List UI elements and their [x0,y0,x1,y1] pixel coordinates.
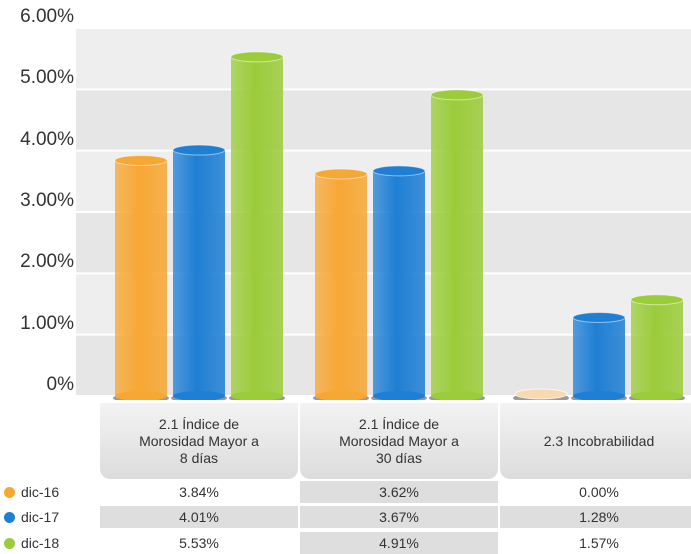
category-text: 2.1 Índice de Morosidad Mayor a 8 días [139,415,259,466]
category-text: 2.3 Incobrabilidad [543,432,655,449]
data-cell: 3.62% [300,481,498,503]
y-tick-label: 3.00% [20,190,74,211]
category-text: 2.1 Índice de Morosidad Mayor a 30 días [339,415,459,466]
legend-label: dic-18 [21,535,60,551]
y-tick-label: 1.00% [20,312,74,334]
legend-dot-icon [4,486,15,498]
legend-item: dic-17 [4,506,94,528]
table-row: dic-18 5.53% 4.91% 1.57% [0,532,691,554]
data-cell: 3.84% [179,484,219,500]
bar-dic-16-2 [313,168,369,400]
table-row: dic-17 4.01% 3.67% 1.28% [0,506,691,528]
data-cell: 3.67% [300,506,498,528]
data-cell: 4.01% [100,506,298,528]
bar-dic-16-3 [513,388,569,400]
legend-item: dic-16 [4,481,94,503]
bar-dic-18-2 [429,89,485,400]
legend-dot-icon [4,537,15,549]
data-cell: 4.91% [300,532,498,554]
bar-dic-17-3 [571,311,627,400]
bar-dic-17-2 [371,165,427,400]
data-cell: 1.28% [500,506,691,528]
data-cell: 1.57% [579,535,619,551]
legend-dot-icon [4,511,15,523]
y-tick-label: 4.00% [20,128,74,150]
legend-label: dic-16 [21,484,60,500]
category-label-2: 2.1 Índice de Morosidad Mayor a 30 días [300,403,498,479]
category-label-1: 2.1 Índice de Morosidad Mayor a 8 días [100,403,298,479]
background-band [76,28,691,90]
y-tick-label: 5.00% [20,67,74,89]
bar-dic-16-1 [113,154,169,400]
data-cell: 0.00% [579,484,619,500]
legend-label: dic-17 [21,509,60,525]
bar-dic-17-1 [171,144,227,400]
plot-area [76,27,691,400]
table-row: dic-16 3.84% 3.62% 0.00% [0,481,691,503]
background-band [76,89,691,151]
bar-dic-18-1 [229,51,285,400]
y-tick-label: 2.00% [20,251,74,273]
data-cell: 5.53% [179,535,219,551]
legend-item: dic-18 [4,532,94,554]
bar-dic-18-3 [629,294,685,400]
category-label-3: 2.3 Incobrabilidad [500,403,691,479]
y-tick-label: 6.00% [20,6,74,27]
y-tick-label: 0% [46,374,74,395]
